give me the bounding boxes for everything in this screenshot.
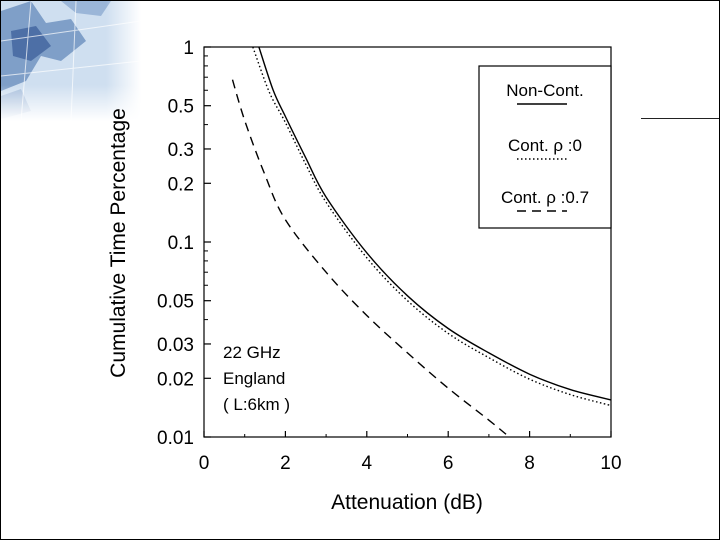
y-tick-label: 0.5 [168,97,194,118]
series-line-3 [231,79,510,438]
annotation-line-3: ( L:6km ) [223,395,290,414]
x-axis-title: Attenuation (dB) [331,491,483,514]
x-tick-label: 6 [443,453,454,474]
legend-label-1: Non-Cont. [506,81,583,100]
map-graphic [1,1,141,121]
y-tick-label: 1 [183,38,194,59]
x-tick-label: 0 [199,453,210,474]
series-line-2 [252,46,612,407]
legend-box [478,65,612,229]
decorative-rule [641,118,719,119]
series-line-1 [258,46,612,401]
plot-series [231,46,612,438]
annotation: 22 GHz England ( L:6km ) [223,343,290,414]
y-tick-label: 0.1 [168,233,194,254]
y-tick-label: 0.2 [168,174,194,195]
x-tick-label: 10 [600,453,621,474]
legend-label-3: Cont. ρ :0.7 [501,188,589,207]
legend-label-2: Cont. ρ :0 [508,136,582,155]
x-tick-label: 8 [524,453,535,474]
x-tick-label: 4 [362,453,373,474]
axis-ticks: 0 2 4 6 8 10 1 0.5 0.3 0.2 0.1 0.05 0.03 0.02 0.01 [157,38,622,474]
y-tick-label: 0.01 [157,428,194,449]
annotation-line-2: England [223,369,285,388]
plot-frame [203,46,612,438]
y-tick-label: 0.05 [157,292,194,313]
y-tick-label: 0.02 [157,369,194,390]
x-tick-label: 2 [280,453,291,474]
y-axis-title: Cumulative Time Percentage [107,108,130,378]
y-tick-label: 0.03 [157,335,194,356]
legend: Non-Cont. Cont. ρ :0 Cont. ρ :0.7 [478,65,612,229]
annotation-line-1: 22 GHz [223,343,281,362]
y-tick-label: 0.3 [168,140,194,161]
